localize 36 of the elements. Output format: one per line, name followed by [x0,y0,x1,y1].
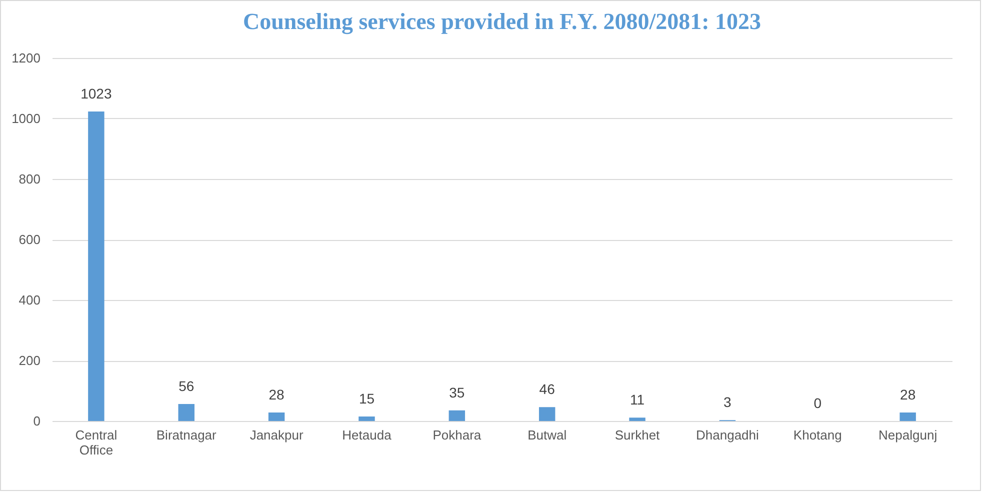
data-label: 11 [630,392,645,408]
bar [538,407,556,421]
data-label: 56 [178,378,194,394]
y-tick-label: 1200 [12,50,40,66]
y-tick-label: 400 [18,292,40,308]
data-label: 28 [268,386,285,403]
x-tick-label: Surkhet [614,428,660,442]
data-label: 35 [449,384,465,400]
chart-title: Counseling services provided in F.Y. 2080/2081: 1023 [243,9,761,35]
data-label: 15 [358,390,375,406]
y-tick-label: 0 [33,414,40,428]
x-tick-label: Pokhara [432,428,482,442]
x-tick-label: Nepalgunj [878,428,938,442]
bar [448,410,466,421]
y-tick-label: 1000 [12,111,40,126]
data-label: 3 [724,394,732,410]
x-tick-label: Janakpur [250,428,304,442]
bar [178,404,194,421]
data-label: 28 [900,386,916,403]
bar [629,418,646,421]
x-tick-label: Biratnagar [156,428,218,442]
x-tick-label: Khotang [793,428,842,442]
x-tick-label: Butwal [528,428,567,442]
x-tick-label: Central Office [75,428,118,458]
data-label: 1023 [80,86,112,102]
bar [900,412,916,421]
x-tick-label: Hetauda [342,428,392,442]
y-tick-label: 200 [18,353,40,368]
y-tick-label: 600 [18,232,40,247]
bar [268,412,285,421]
data-label: 0 [814,395,822,411]
data-label: 46 [539,381,556,398]
bar [88,112,104,421]
bar [358,416,375,421]
y-tick-label: 800 [18,172,40,186]
x-tick-label: Dhangadhi [696,428,760,442]
